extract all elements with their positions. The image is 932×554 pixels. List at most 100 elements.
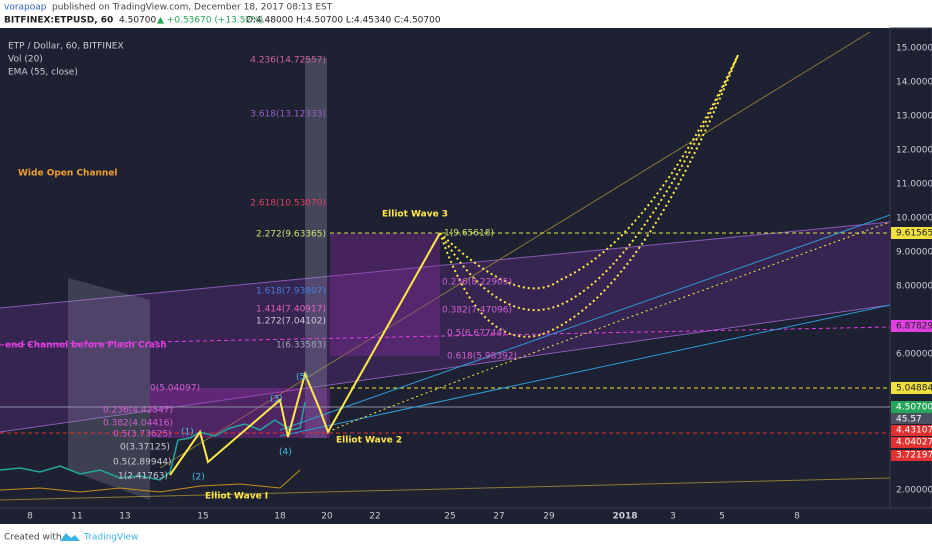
- fib-label: 1.618(7.93807): [256, 287, 326, 297]
- flash-line: [0, 326, 891, 346]
- shade: [68, 278, 150, 500]
- fib-label: 0.5(2.89944): [113, 458, 172, 468]
- time-label: 15: [197, 512, 208, 522]
- wide-channel-line: [0, 477, 891, 501]
- price-tag-label: 4.43107: [896, 426, 932, 436]
- time-label: 11: [71, 512, 82, 522]
- price-label: 15.00000: [896, 44, 932, 54]
- channel-fill: [0, 222, 890, 432]
- fib-label: 0.382(4.04416): [103, 419, 173, 429]
- channel-line: [0, 221, 891, 309]
- fib-label: 1(2.41763): [118, 472, 168, 482]
- footer-brand[interactable]: TradingView: [83, 533, 138, 543]
- trend-line: [279, 214, 891, 431]
- time-label: 5: [719, 512, 725, 522]
- forecast: [439, 54, 739, 312]
- price-tag: [891, 425, 932, 436]
- price-label: 8.00000: [896, 282, 932, 292]
- forecast: [327, 221, 891, 433]
- chart-bg: [0, 28, 932, 524]
- price-tag-label: 3.72197: [896, 451, 932, 461]
- change: ▲ +0.53670 (+13.52%): [157, 16, 263, 26]
- time-label: 29: [543, 512, 555, 522]
- fib-label: 1.414(7.40917): [256, 305, 326, 315]
- price-label: 6.00000: [896, 350, 932, 360]
- price-tag: [891, 320, 932, 332]
- time-label: 22: [369, 512, 380, 522]
- price-tag-label: 4.04027: [896, 438, 932, 448]
- forecast: [439, 54, 739, 338]
- forecast: [439, 54, 739, 290]
- price-label: 10.00000: [896, 214, 932, 224]
- price-tag-label: 5.04884: [896, 384, 932, 394]
- annotation: end Channel before Flash Crash: [5, 341, 167, 351]
- channel-line: [0, 304, 891, 433]
- time-label: 13: [119, 512, 130, 522]
- time-label: 25: [444, 512, 455, 522]
- time-label: 8: [27, 512, 33, 522]
- fib-label: 2.272(9.63365): [256, 230, 326, 240]
- fib-label: 0(5.04097): [150, 384, 200, 394]
- time-label: 8: [794, 512, 800, 522]
- wave-label: (5): [296, 373, 309, 383]
- published: published on TradingView.com, December 1…: [52, 3, 333, 13]
- fib-label: 4.236(14.72557): [250, 56, 326, 66]
- price-tag: [891, 437, 932, 448]
- price-tag-label: 4.50700: [896, 403, 932, 413]
- fib-label: 1(6.33583): [276, 341, 326, 351]
- price-label: 13.00000: [896, 112, 932, 122]
- annotation: Elliot Wave 3: [382, 210, 448, 220]
- time-label: 27: [493, 512, 504, 522]
- price-label: 14.00000: [896, 78, 932, 88]
- wave-path: [169, 232, 441, 476]
- footer-text: Created with: [4, 533, 62, 543]
- fib-label: 0(3.37125): [120, 443, 170, 453]
- fib-label: 0.5(3.73625): [113, 430, 172, 440]
- fib-label: 1(9.65618): [444, 229, 494, 239]
- price-tag: [891, 227, 932, 239]
- last: 4.50700: [119, 16, 156, 26]
- fib-zone: [330, 233, 440, 356]
- fib-label: 0.382(7.47096): [442, 306, 512, 316]
- logo: [60, 533, 80, 541]
- fib-label: 0.618(5.98392): [447, 352, 517, 362]
- price-line: [0, 401, 306, 481]
- wave-label: (4): [279, 448, 292, 458]
- legend-item: ETP / Dollar, 60, BITFINEX: [8, 42, 124, 52]
- trend-line: [279, 304, 891, 437]
- wave-label: (1): [181, 428, 194, 438]
- price-tag: [891, 450, 932, 461]
- symbol: BITFINEX:ETPUSD, 60: [4, 16, 113, 26]
- price-tag-label: 45.57: [896, 415, 922, 425]
- price-tag: [891, 401, 932, 413]
- fib-label: 0.5(6.67744): [447, 329, 506, 339]
- price-label: 12.00000: [896, 146, 932, 156]
- annotation: Wide Open Channel: [18, 169, 118, 179]
- price-label: 9.00000: [896, 248, 932, 258]
- fib-label: 3.618(13.12333): [250, 110, 326, 120]
- wave-label: (3): [270, 395, 283, 405]
- time-label: 3: [670, 512, 676, 522]
- fib-label: 2.618(10.53070): [250, 199, 326, 209]
- wave-label: (2): [192, 473, 205, 483]
- legend-item: EMA (55, close): [8, 68, 78, 78]
- fib-label: 1.272(7.04102): [256, 317, 326, 327]
- fib-label: 0.236(8.22905): [442, 278, 512, 288]
- wide-channel-line: [159, 31, 871, 469]
- price-tag-label: 6.87829: [896, 322, 932, 332]
- author[interactable]: vorapoap: [4, 3, 47, 13]
- price-label: 2.00000: [896, 486, 932, 496]
- time-label: 20: [321, 512, 333, 522]
- time-label: 18: [274, 512, 286, 522]
- annotation: Elliot Wave 2: [336, 436, 402, 446]
- ohlc: O:4.48000 H:4.50700 L:4.45340 C:4.50700: [246, 16, 441, 26]
- price-tag-label: 9.61565: [896, 229, 932, 239]
- volume-line: [0, 469, 301, 493]
- annotation: Elliot Wave I: [205, 492, 268, 502]
- price-tag: [891, 413, 932, 424]
- fib-shade: [305, 58, 327, 438]
- time-label: 2018: [612, 512, 637, 522]
- price-label: 11.00000: [896, 180, 932, 190]
- fib-label: 0.236(4.42547): [103, 406, 173, 416]
